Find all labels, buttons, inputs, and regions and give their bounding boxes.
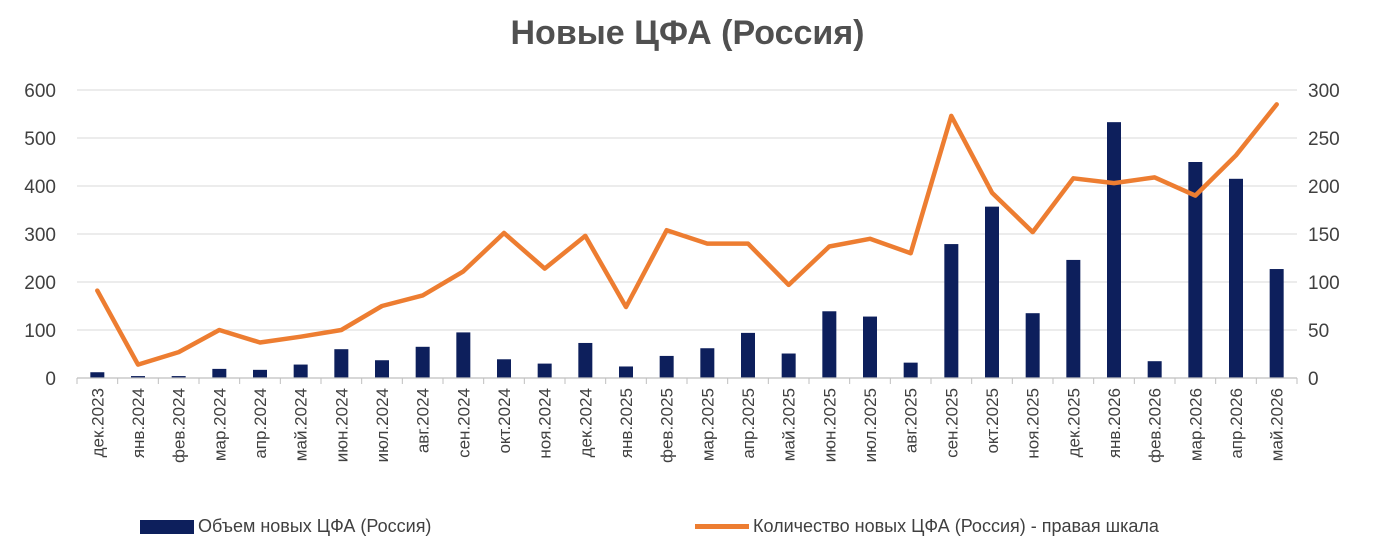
legend-bar-swatch [140, 519, 194, 534]
bar [90, 372, 105, 378]
x-tick-label: май.2025 [780, 388, 799, 461]
bar [1066, 259, 1081, 378]
bar [537, 363, 552, 378]
bar [1269, 269, 1284, 378]
x-tick-label: окт.2025 [983, 388, 1002, 454]
bar [741, 332, 755, 378]
y-left-tick-label: 100 [24, 321, 56, 342]
bar [1229, 178, 1243, 378]
bar [619, 366, 633, 378]
x-tick-label: сен.2025 [942, 388, 961, 458]
y-right-tick-label: 0 [1308, 369, 1319, 390]
x-tick-label: авг.2025 [902, 388, 921, 453]
bar [659, 355, 674, 378]
y-left-tick-label: 300 [24, 225, 56, 246]
x-tick-label: апр.2026 [1227, 388, 1246, 459]
x-tick-label: дек.2025 [1064, 388, 1083, 457]
bar [822, 311, 837, 378]
y-right-tick-label: 150 [1308, 225, 1340, 246]
line-series [95, 102, 1279, 367]
x-tick-label: мар.2024 [210, 388, 229, 461]
legend-line-label: Количество новых ЦФА (Россия) - правая ш… [753, 516, 1159, 536]
bar [944, 244, 959, 378]
y-right-tick-label: 250 [1308, 129, 1340, 150]
x-tick-label: июл.2025 [861, 388, 880, 462]
x-tick-label: ноя.2025 [1024, 388, 1043, 459]
x-tick-label: июн.2024 [332, 388, 351, 462]
x-tick-label: сен.2024 [454, 388, 473, 458]
x-tick-label: ноя.2024 [536, 388, 555, 459]
bar [781, 353, 796, 378]
x-tick-label: май.2024 [292, 388, 311, 461]
y-right-tick-label: 200 [1308, 177, 1340, 198]
bar [1107, 122, 1121, 378]
bar [131, 376, 145, 378]
bar [293, 364, 308, 378]
bar [863, 316, 877, 378]
bar [700, 348, 715, 378]
bar [1188, 162, 1203, 378]
x-tick-label: окт.2024 [495, 388, 514, 454]
x-tick-label: янв.2026 [1105, 388, 1124, 458]
bar [212, 368, 227, 378]
legend-line-swatch [695, 524, 749, 529]
bar [456, 332, 471, 378]
x-tick-label: апр.2025 [739, 388, 758, 459]
x-tick-label: авг.2024 [414, 388, 433, 453]
bar [1147, 361, 1162, 378]
x-tick-label: июн.2025 [820, 388, 839, 462]
bar [415, 346, 430, 378]
bar [334, 349, 349, 378]
y-left-tick-label: 0 [45, 369, 56, 390]
legend-item-bar: Объем новых ЦФА (Россия) [140, 516, 431, 537]
bar [985, 206, 999, 378]
x-tick-label: фев.2025 [658, 388, 677, 463]
series-line [95, 102, 1279, 367]
bar [497, 359, 511, 378]
bar [253, 369, 267, 378]
x-tick-label: июл.2024 [373, 388, 392, 462]
y-left-tick-label: 600 [24, 81, 56, 102]
bar [375, 360, 389, 378]
x-tick-label: фев.2026 [1146, 388, 1165, 463]
x-tick-label: дек.2023 [88, 388, 107, 457]
chart-title: Новые ЦФА (Россия) [510, 14, 865, 52]
x-tick-label: дек.2024 [576, 388, 595, 457]
x-tick-label: май.2026 [1268, 388, 1287, 461]
bar-series [90, 122, 1284, 378]
y-left-tick-label: 400 [24, 177, 56, 198]
axes [76, 377, 1298, 384]
legend-bar-label: Объем новых ЦФА (Россия) [198, 516, 432, 536]
x-tick-label: фев.2024 [170, 388, 189, 463]
x-tick-label: мар.2025 [698, 388, 717, 461]
bar [903, 362, 918, 378]
bar [578, 342, 593, 378]
gridlines [77, 89, 1297, 331]
x-tick-label: мар.2026 [1186, 388, 1205, 461]
y-left-tick-label: 500 [24, 129, 56, 150]
bar [171, 376, 186, 378]
y-left-tick-label: 200 [24, 273, 56, 294]
y-right-tick-label: 50 [1308, 321, 1329, 342]
bar [1025, 313, 1040, 378]
tick-labels: 0 100 200 300 400 500 600 0 50 100 150 200 250 300 дек… [24, 81, 1339, 463]
y-right-tick-label: 100 [1308, 273, 1340, 294]
legend-item-line: Количество новых ЦФА (Россия) - правая ш… [695, 516, 1159, 537]
y-right-tick-label: 300 [1308, 81, 1340, 102]
x-tick-label: апр.2024 [251, 388, 270, 459]
x-tick-label: янв.2024 [129, 388, 148, 458]
x-tick-label: янв.2025 [617, 388, 636, 458]
